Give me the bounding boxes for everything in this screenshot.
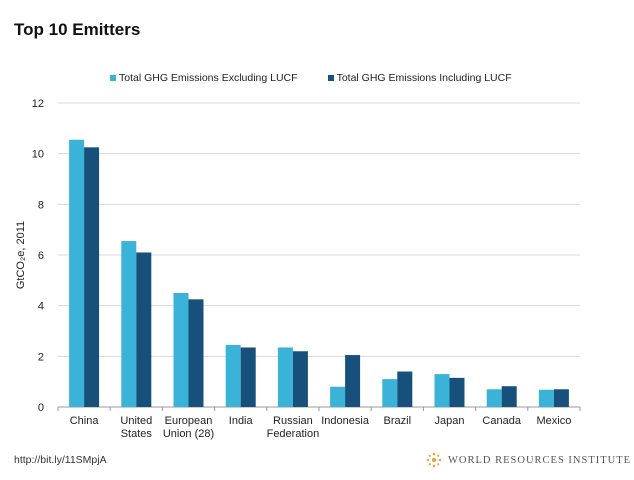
x-tick-label: Japan — [435, 415, 465, 427]
x-tick-label: Mexico — [536, 415, 571, 427]
legend-item-excluding: Total GHG Emissions Excluding LUCF — [110, 72, 298, 84]
x-tick-label-line: Russian — [273, 415, 313, 427]
x-tick-label-line: India — [229, 415, 254, 427]
x-tick-label-line: China — [70, 415, 100, 427]
wri-sunburst-icon — [426, 452, 442, 468]
legend-swatch-including — [327, 75, 334, 81]
bar-including-5 — [345, 355, 361, 407]
x-tick-label: Canada — [482, 415, 521, 427]
bar-including-9 — [553, 389, 569, 407]
legend-label-excluding: Total GHG Emissions Excluding LUCF — [119, 72, 298, 84]
bar-including-2 — [188, 299, 204, 407]
wri-logo: WORLD RESOURCES INSTITUTE — [426, 452, 631, 468]
x-tick-label: Brazil — [384, 415, 412, 427]
y-tick-label: 0 — [38, 402, 44, 414]
bar-including-8 — [501, 386, 517, 407]
bar-excluding-3 — [225, 344, 241, 407]
x-tick-label: Indonesia — [321, 415, 370, 427]
bar-including-0 — [84, 147, 100, 408]
x-tick-label-line: European — [165, 415, 213, 427]
bar-excluding-4 — [277, 347, 293, 407]
x-tick-label: India — [229, 415, 254, 427]
legend-swatch-excluding — [110, 75, 116, 81]
x-tick-label-line: Canada — [482, 415, 521, 427]
bar-excluding-9 — [538, 389, 554, 407]
bar-including-3 — [240, 347, 256, 407]
bar-excluding-0 — [69, 139, 85, 407]
bar-including-1 — [136, 252, 152, 407]
chart-legend: Total GHG Emissions Excluding LUCF Total… — [110, 72, 512, 84]
y-tick-label: 6 — [38, 250, 44, 262]
y-tick-label: 12 — [32, 98, 44, 110]
y-tick-label: 10 — [32, 149, 44, 161]
bar-excluding-2 — [173, 293, 189, 407]
bar-including-4 — [292, 351, 308, 407]
legend-label-including: Total GHG Emissions Including LUCF — [336, 72, 512, 84]
y-axis-label: GtCO₂e, 2011 — [15, 221, 27, 289]
bar-excluding-8 — [486, 389, 502, 407]
source-link[interactable]: http://bit.ly/11SMpjA — [14, 454, 107, 466]
wri-name: WORLD RESOURCES INSTITUTE — [448, 454, 632, 466]
bar-excluding-7 — [434, 374, 450, 407]
x-tick-label-line: United — [120, 415, 152, 427]
bar-excluding-6 — [382, 379, 398, 407]
x-tick-label-line: Indonesia — [321, 415, 370, 427]
bar-including-7 — [449, 377, 465, 407]
chart-title: Top 10 Emitters — [14, 20, 141, 39]
bar-chart: 0 2 4 6 8 10 12 GtCO₂e, 2011 China United States Eu… — [15, 98, 581, 440]
y-tick-label: 2 — [38, 351, 44, 363]
x-tick-label-line: Federation — [267, 428, 320, 440]
x-tick-label-line: States — [121, 428, 153, 440]
x-tick-label-line: Mexico — [536, 415, 571, 427]
x-tick-label-line: Japan — [435, 415, 465, 427]
x-tick-label: China — [70, 415, 100, 427]
x-tick-label: Russian Federation — [267, 415, 320, 440]
x-tick-label: European Union (28) — [163, 415, 214, 440]
x-tick-label-line: Union (28) — [163, 428, 214, 440]
x-tick-label: United States — [120, 415, 152, 440]
bar-including-6 — [397, 371, 413, 407]
y-tick-label: 4 — [38, 301, 44, 313]
bar-excluding-1 — [121, 241, 137, 407]
x-tick-label-line: Brazil — [384, 415, 412, 427]
bar-excluding-5 — [330, 386, 346, 407]
y-tick-label: 8 — [38, 199, 44, 211]
legend-item-including: Total GHG Emissions Including LUCF — [327, 72, 512, 84]
